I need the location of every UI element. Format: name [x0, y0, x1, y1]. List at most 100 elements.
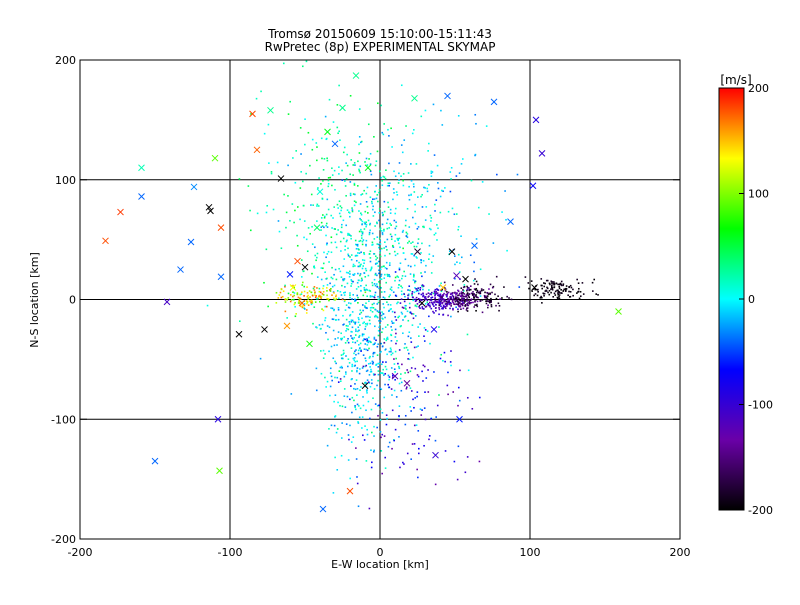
data-point-dot [351, 331, 353, 333]
data-point-dot [402, 173, 405, 175]
data-point-dot [397, 238, 399, 240]
data-point-dot [351, 363, 354, 366]
data-point-dot [409, 387, 412, 389]
data-point-dot [384, 365, 387, 368]
data-point-dot [314, 254, 317, 257]
data-point-dot [362, 339, 364, 342]
data-point-dot [327, 208, 330, 211]
data-point-dot [355, 349, 357, 351]
data-point-dot [359, 342, 362, 345]
data-point-dot [339, 404, 341, 407]
data-point-dot [342, 237, 345, 240]
data-point-dot [458, 298, 461, 301]
data-point-dot [460, 308, 462, 310]
data-point-dot [352, 321, 355, 323]
data-point-dot [343, 388, 346, 390]
data-point-dot [451, 294, 454, 297]
data-point-dot [417, 226, 420, 228]
data-point-dot [428, 253, 431, 256]
data-point-dot [378, 326, 381, 329]
data-point-dot [380, 436, 382, 439]
data-point-dot [449, 307, 451, 310]
data-point-dot [533, 287, 536, 290]
data-point-dot [296, 234, 298, 237]
data-point-dot [326, 297, 328, 300]
data-point-dot [329, 290, 332, 292]
data-point-dot [394, 175, 397, 178]
data-point-dot [362, 239, 365, 241]
data-point-x [615, 308, 622, 315]
data-point-dot [379, 408, 382, 411]
data-point-dot [443, 300, 446, 303]
data-point-dot [363, 253, 366, 256]
data-point-dot [369, 295, 372, 297]
data-point-dot [287, 297, 290, 299]
data-point-dot [363, 286, 366, 289]
data-point-dot [313, 306, 316, 308]
data-point-dot [534, 293, 537, 295]
data-point-x [205, 203, 213, 211]
data-point-dot [379, 255, 382, 258]
data-point-dot [379, 278, 381, 280]
data-point-dot [289, 294, 292, 296]
data-point-dot [427, 302, 430, 305]
data-point-dot [546, 279, 549, 282]
data-point-dot [389, 212, 392, 214]
data-point-dot [357, 160, 359, 163]
data-point-dot [394, 428, 397, 431]
data-point-dot [430, 228, 432, 231]
data-point-dot [451, 299, 454, 302]
data-point-dot [569, 290, 572, 293]
data-point-dot [351, 319, 354, 322]
data-point-dot [350, 254, 353, 256]
data-point-dot [426, 190, 429, 193]
data-point-dot [343, 336, 346, 338]
data-point-dot [355, 243, 357, 246]
data-point-dot [388, 227, 391, 229]
data-point-dot [382, 213, 384, 216]
data-point-dot [442, 294, 444, 296]
data-point-dot [249, 229, 252, 232]
data-point-dot [397, 362, 399, 365]
data-point-dot [452, 301, 455, 304]
data-point-dot [365, 157, 368, 160]
data-point-dot [336, 126, 339, 129]
data-point-dot [360, 349, 362, 351]
data-point-dot [345, 224, 348, 227]
data-point-dot [284, 284, 286, 287]
data-point-dot [369, 366, 371, 368]
data-point-dot [364, 291, 367, 294]
data-point-dot [402, 184, 405, 187]
data-point-dot [380, 278, 383, 281]
data-point-dot [328, 261, 330, 263]
data-point-dot [344, 180, 346, 182]
data-point-dot [433, 301, 436, 304]
data-point-dot [597, 294, 599, 296]
data-point-dot [558, 295, 560, 298]
data-point-dot [453, 255, 456, 257]
data-point-dot [475, 122, 477, 125]
data-point-dot [346, 153, 348, 156]
data-point-dot [407, 352, 410, 355]
data-point-dot [325, 331, 327, 334]
data-point-dot [414, 300, 417, 303]
data-point-x [414, 248, 421, 255]
data-point-dot [286, 317, 288, 319]
data-point-dot [369, 222, 372, 225]
data-point-dot [421, 306, 424, 308]
data-point-dot [384, 467, 387, 469]
data-point-dot [359, 171, 361, 174]
data-point-dot [332, 357, 335, 360]
data-point-dot [557, 297, 559, 299]
data-point-dot [315, 295, 317, 297]
data-point-dot [489, 293, 491, 295]
data-point-dot [466, 286, 469, 289]
data-point-dot [292, 295, 294, 298]
data-point-dot [344, 309, 347, 311]
data-point-dot [368, 357, 371, 359]
data-point-dot [554, 294, 557, 296]
data-point-dot [363, 333, 365, 336]
data-point-dot [356, 403, 359, 406]
data-point-dot [387, 303, 390, 306]
data-point-dot [369, 322, 371, 325]
